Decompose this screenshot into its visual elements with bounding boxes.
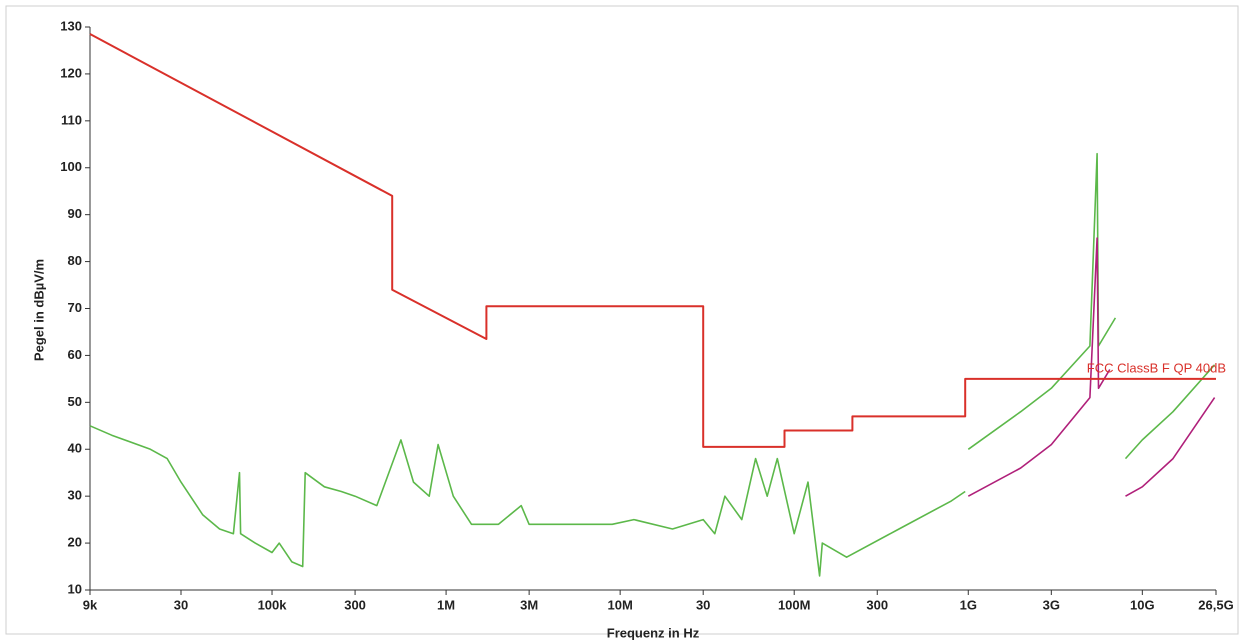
y-tick-label: 40	[68, 441, 82, 456]
x-axis-title: Frequenz in Hz	[607, 625, 700, 640]
y-axis-title: Pegel in dBµV/m	[31, 259, 46, 361]
x-tick-label: 9k	[83, 597, 98, 612]
y-tick-label: 70	[68, 300, 82, 315]
limit-label: FCC ClassB F QP 40dB	[1087, 360, 1226, 375]
x-tick-label: 10M	[607, 597, 632, 612]
x-tick-label: 100M	[778, 597, 811, 612]
x-tick-label: 30	[174, 597, 188, 612]
y-tick-label: 80	[68, 253, 82, 268]
x-tick-label: 100k	[258, 597, 288, 612]
x-tick-label: 3M	[520, 597, 538, 612]
x-tick-label: 300	[866, 597, 888, 612]
y-tick-label: 10	[68, 581, 82, 596]
x-tick-label: 10G	[1130, 597, 1155, 612]
series-line	[89, 152, 1216, 577]
x-tick-label: 3G	[1043, 597, 1060, 612]
series-line	[89, 33, 1216, 448]
y-tick-label: 20	[68, 535, 82, 550]
y-tick-label: 30	[68, 488, 82, 503]
y-tick-label: 130	[60, 18, 82, 33]
x-tick-label: 1M	[437, 597, 455, 612]
x-tick-label: 30	[696, 597, 710, 612]
x-tick-label: 1G	[960, 597, 977, 612]
frame	[5, 5, 1239, 635]
x-tick-label: 300	[344, 597, 366, 612]
y-tick-label: 120	[60, 65, 82, 80]
y-tick-label: 100	[60, 159, 82, 174]
y-tick-label: 60	[68, 347, 82, 362]
y-tick-label: 110	[61, 112, 82, 127]
y-tick-label: 90	[68, 206, 82, 221]
y-tick-label: 50	[68, 394, 82, 409]
x-tick-label: 26,5G	[1198, 597, 1233, 612]
series-line	[967, 237, 1216, 497]
